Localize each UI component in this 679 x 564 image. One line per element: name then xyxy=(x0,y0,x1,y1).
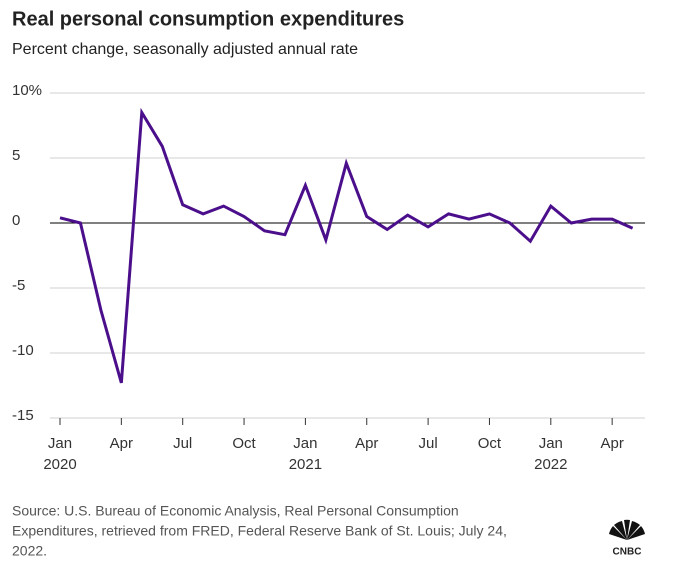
line xyxy=(59,107,634,384)
x-tick-label: Apr xyxy=(110,435,133,452)
x-year-label: 2022 xyxy=(534,456,567,473)
y-tick-label: -5 xyxy=(12,277,25,294)
chart-title: Real personal consumption expenditures xyxy=(12,8,404,30)
logo-text: CNBC xyxy=(613,547,642,558)
x-tick-label: Oct xyxy=(232,435,256,452)
x-year-label: 2021 xyxy=(289,456,322,473)
y-tick-label: -10 xyxy=(12,342,34,359)
x-tick-label: Jan xyxy=(293,435,317,452)
x-tick-label: Apr xyxy=(355,435,378,452)
x-tick-label: Jul xyxy=(419,435,438,452)
x-tick-label: Jul xyxy=(173,435,192,452)
x-tick-label: Jan xyxy=(539,435,563,452)
y-tick-label: -15 xyxy=(12,407,34,424)
logo-peacock xyxy=(609,519,645,540)
source-text: Source: U.S. Bureau of Economic Analysis… xyxy=(12,503,459,519)
y-tick-label: 0 xyxy=(12,212,20,229)
y-tick-label: 5 xyxy=(12,147,20,164)
chart-subtitle: Percent change, seasonally adjusted annu… xyxy=(12,41,358,58)
x-tick-label: Apr xyxy=(600,435,623,452)
x-year-label: 2020 xyxy=(43,456,76,473)
source-text: 2022. xyxy=(12,543,47,559)
logo: CNBC xyxy=(609,519,645,558)
x-tick-label: Jan xyxy=(48,435,72,452)
y-tick-label: 10% xyxy=(12,82,42,99)
source-text: Expenditures, retrieved from FRED, Feder… xyxy=(12,523,507,539)
x-tick-label: Oct xyxy=(478,435,502,452)
